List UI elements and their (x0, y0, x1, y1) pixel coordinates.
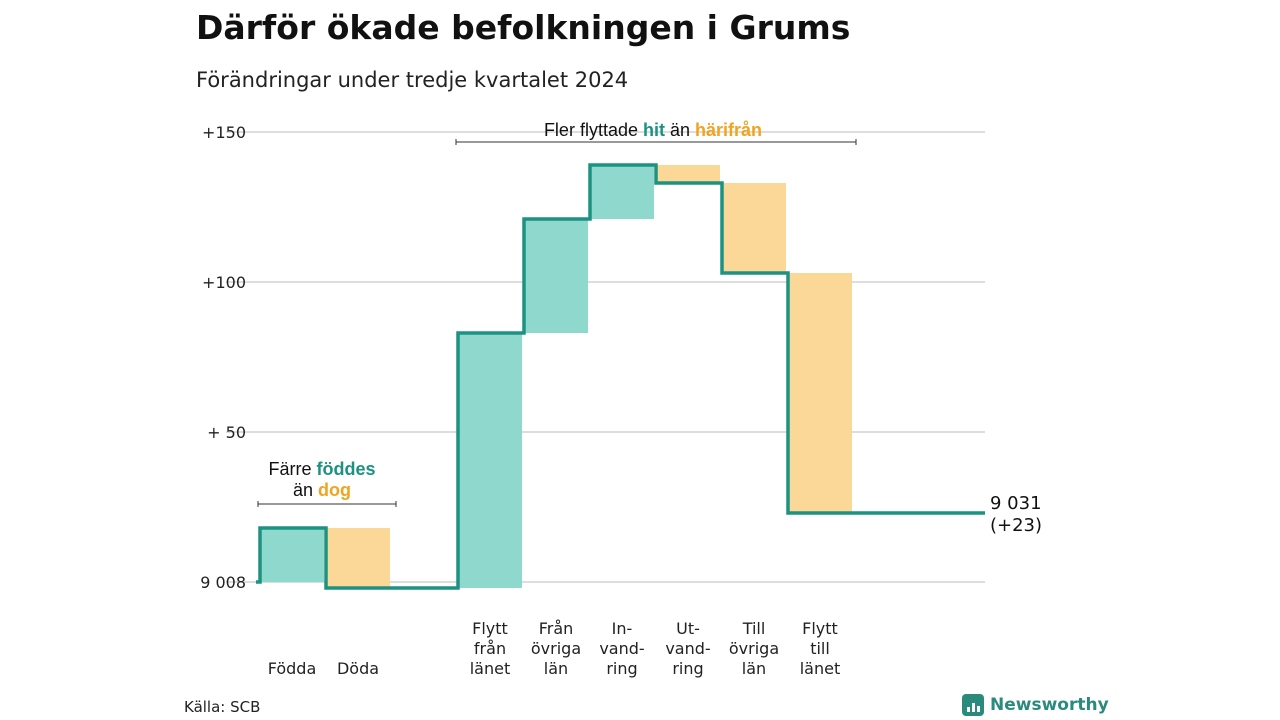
category-label: Ut-vand-ring (665, 619, 710, 678)
annotation-text: än (293, 480, 318, 500)
annotation-highlight-increase: hit (643, 120, 665, 140)
category-label: Flytt från länet (470, 619, 511, 678)
annotation-text: än (665, 120, 695, 140)
source-note: Källa: SCB (184, 698, 261, 716)
brand-name: Newsworthy (990, 695, 1109, 715)
category-label: In-vand-ring (599, 619, 644, 678)
annotation-births-line1: Färre föddes (268, 459, 375, 479)
annotation-migration: Fler flyttade hit än härifrån (544, 120, 762, 140)
bar-4 (590, 165, 654, 219)
y-tick-label: 9 008 (200, 573, 246, 592)
end-change-label: (+23) (990, 515, 1042, 536)
category-label: Flytt till länet (800, 619, 841, 678)
annotation-highlight-decrease: härifrån (695, 120, 762, 140)
category-label: Till övriga län (729, 619, 779, 678)
bar-chart-icon (962, 694, 984, 716)
bar-6 (722, 183, 786, 273)
annotation-highlight-decrease: dog (318, 480, 351, 500)
bar-7 (788, 273, 852, 513)
y-tick-label: +100 (202, 273, 246, 292)
bar-3 (524, 219, 588, 333)
annotation-highlight-increase: föddes (317, 459, 376, 479)
annotation-text: Fler flyttade (544, 120, 643, 140)
y-tick-label: +150 (202, 123, 246, 142)
category-label: Från övriga län (531, 619, 581, 678)
bar-5 (656, 165, 720, 183)
step-line (256, 163, 985, 590)
chart-title: Därför ökade befolkningen i Grums (196, 8, 851, 47)
newsworthy-logo: Newsworthy (962, 694, 1109, 716)
chart-subtitle: Förändringar under tredje kvartalet 2024 (196, 68, 629, 92)
annotation-text: Färre (268, 459, 316, 479)
end-value-label: 9 031 (990, 493, 1042, 514)
bar-2 (458, 333, 522, 588)
category-label: Födda (268, 659, 317, 678)
annotation-births-line2: än dog (293, 480, 351, 500)
bar-1 (326, 528, 390, 588)
y-tick-label: + 50 (207, 423, 246, 442)
bar-0 (260, 528, 324, 582)
category-label: Döda (337, 659, 379, 678)
